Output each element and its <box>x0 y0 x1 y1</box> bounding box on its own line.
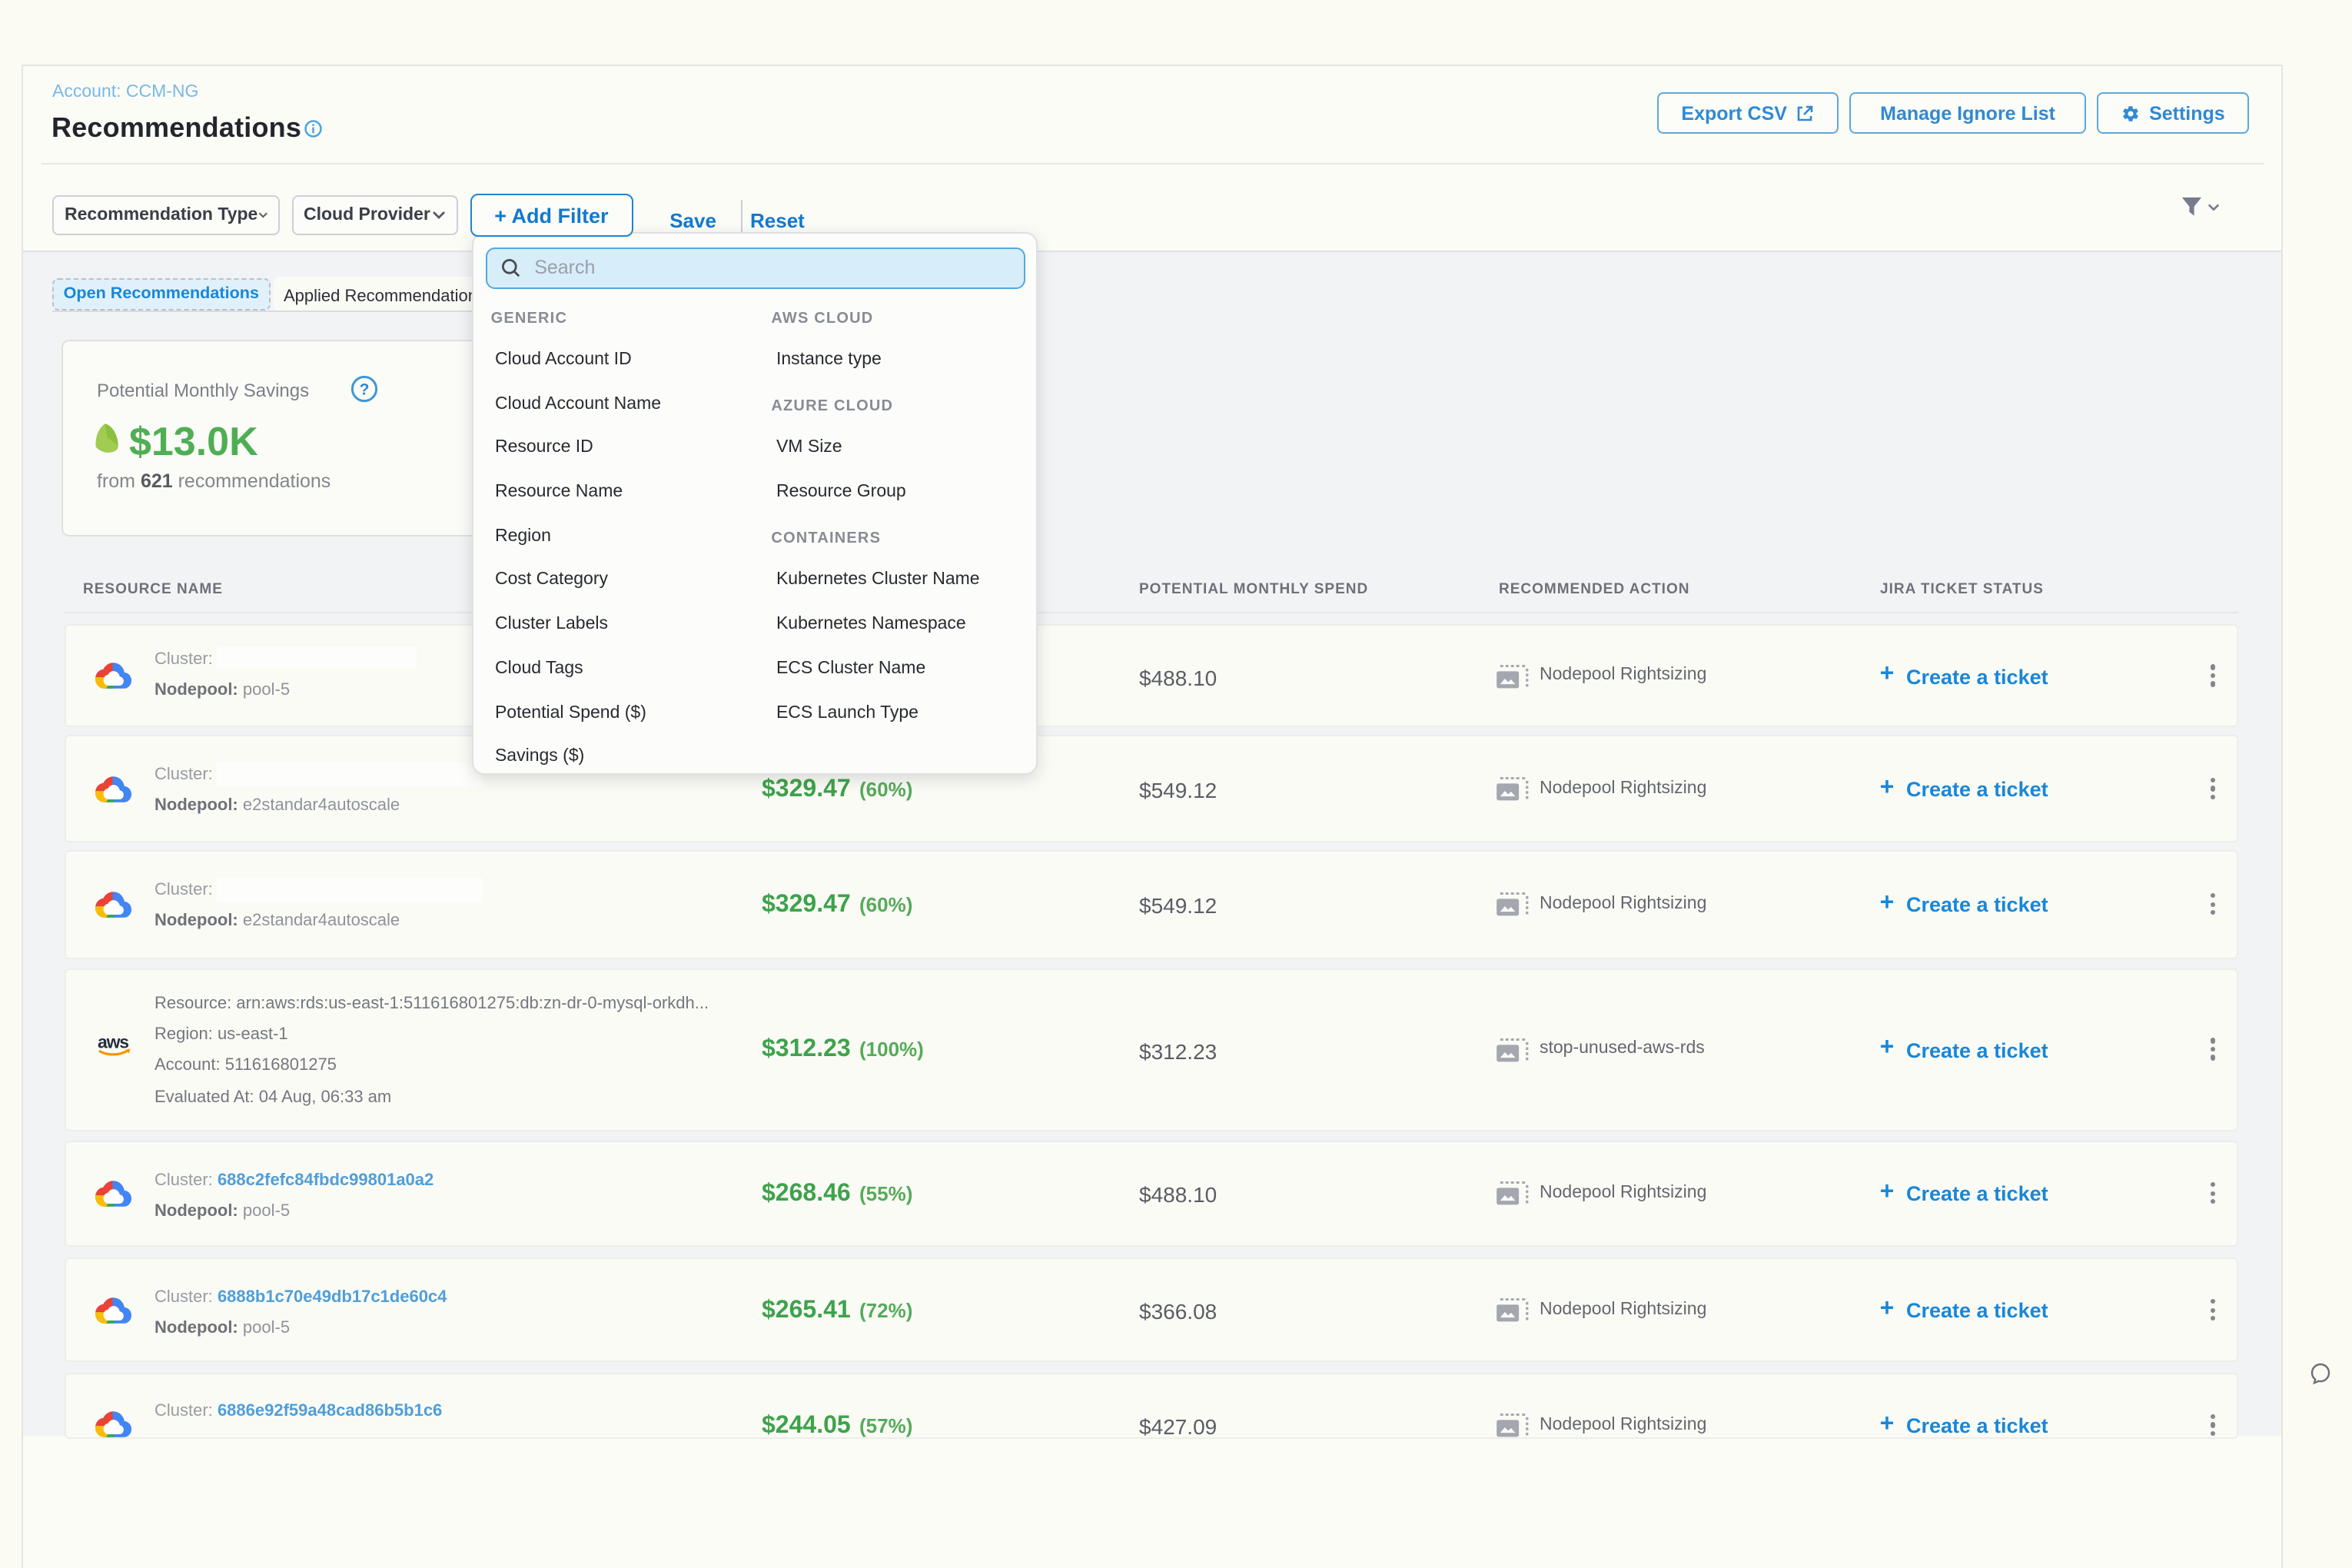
svg-text:?: ? <box>359 381 369 399</box>
svg-text:aws: aws <box>98 1032 128 1051</box>
